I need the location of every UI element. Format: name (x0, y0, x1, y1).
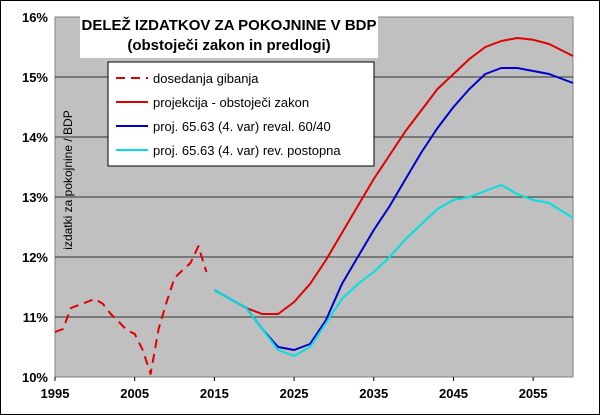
x-tick-label: 1995 (41, 386, 70, 401)
x-tick-label: 2005 (120, 386, 149, 401)
chart-title: DELEŽ IZDATKOV ZA POKOJNINE V BDP (81, 16, 376, 34)
y-axis-label: izdatki za pokojnine / BDP (61, 110, 75, 249)
x-tick-label: 2015 (200, 386, 229, 401)
title-box: DELEŽ IZDATKOV ZA POKOJNINE V BDP (obsto… (80, 12, 378, 58)
x-axis-ticks: 1995 2005 2015 2025 2035 2045 2055 (41, 377, 548, 401)
series-line-1 (54, 245, 208, 375)
chart-subtitle: (obstoječi zakon in predlogi) (127, 37, 330, 54)
legend-label-3: proj. 65.63 (4. var) reval. 60/40 (153, 119, 331, 134)
legend-label-1: dosedanja gibanja (153, 71, 259, 86)
series-layer (54, 37, 574, 375)
y-tick-label: 12% (22, 250, 48, 265)
series-line-2 (213, 37, 574, 315)
title-background (80, 12, 378, 58)
series-line-4 (213, 184, 574, 357)
x-tick-label: 2055 (519, 386, 548, 401)
series-line-3 (213, 67, 574, 351)
x-tick-label: 2035 (359, 386, 388, 401)
y-tick-label: 10% (22, 370, 48, 385)
y-tick-label: 15% (22, 70, 48, 85)
x-tick-label: 2045 (439, 386, 468, 401)
y-tick-label: 13% (22, 190, 48, 205)
legend: dosedanja gibanja projekcija - obstoječi … (107, 61, 375, 167)
y-tick-label: 16% (22, 10, 48, 25)
y-tick-label: 11% (23, 310, 49, 325)
y-axis-ticks: 10% 11% 12% 13% 14% 15% 16% (22, 10, 48, 385)
x-tick-label: 2025 (280, 386, 309, 401)
y-tick-label: 14% (22, 130, 48, 145)
legend-label-4: proj. 65.63 (4. var) rev. postopna (153, 143, 341, 158)
legend-box (107, 61, 375, 167)
legend-label-2: projekcija - obstoječi zakon (153, 95, 309, 110)
